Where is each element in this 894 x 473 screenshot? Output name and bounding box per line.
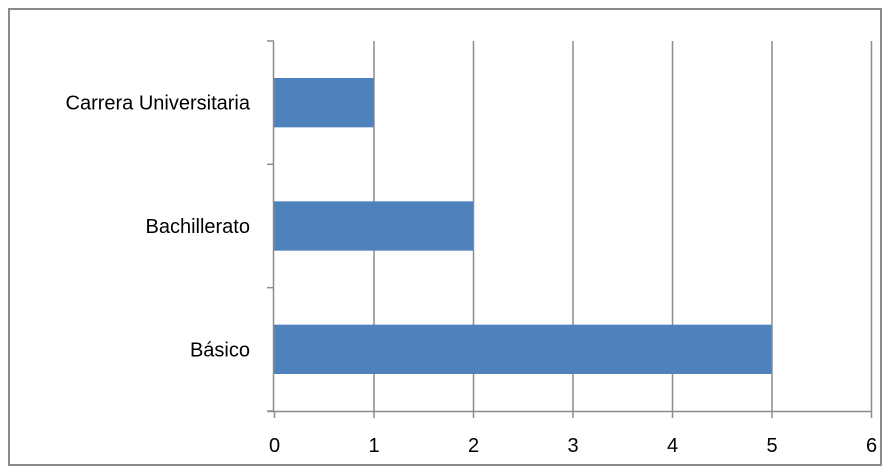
bar-1 (274, 201, 473, 251)
x-tick-label-6: 6 (866, 435, 877, 457)
axes (267, 40, 873, 418)
bars (274, 78, 772, 374)
x-tick-label-0: 0 (269, 435, 280, 457)
x-tick-label-3: 3 (567, 435, 578, 457)
x-tick-label-5: 5 (766, 435, 777, 457)
tick-labels: Carrera Universitaria Bachillerato Básico 0… (66, 93, 878, 457)
x-tick-label-4: 4 (667, 435, 678, 457)
category-label-1: Bachillerato (145, 216, 250, 238)
bar-2 (274, 324, 772, 374)
category-label-0: Carrera Universitaria (66, 93, 251, 115)
category-label-2: Básico (190, 339, 250, 361)
bar-0 (274, 78, 374, 128)
x-tick-label-2: 2 (468, 435, 479, 457)
x-tick-label-1: 1 (368, 435, 379, 457)
